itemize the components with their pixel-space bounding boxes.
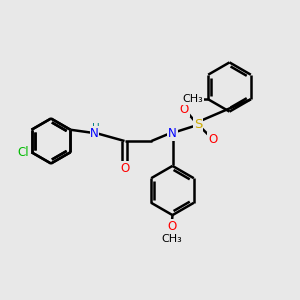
Text: O: O (167, 220, 176, 233)
Text: CH₃: CH₃ (183, 94, 204, 104)
Text: CH₃: CH₃ (161, 234, 182, 244)
Text: O: O (208, 133, 217, 146)
Text: H: H (92, 123, 100, 133)
Text: O: O (180, 103, 189, 116)
Text: N: N (168, 127, 177, 140)
Text: S: S (194, 118, 202, 131)
Text: O: O (120, 161, 129, 175)
Text: N: N (90, 127, 99, 140)
Text: Cl: Cl (17, 146, 29, 159)
